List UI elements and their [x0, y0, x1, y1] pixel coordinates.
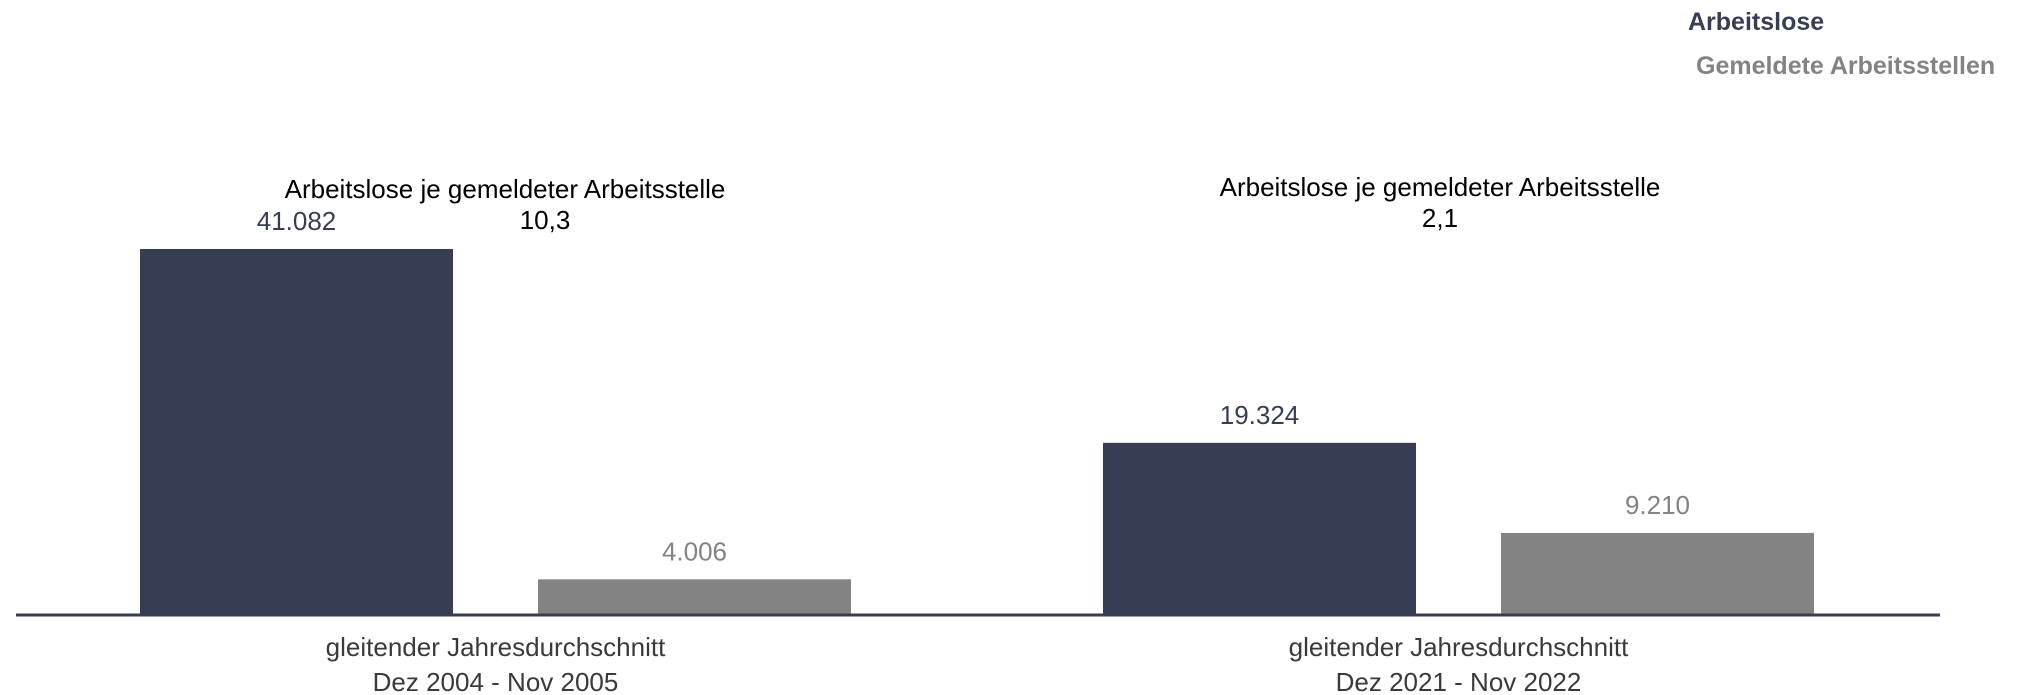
ratio-value-1: 10,3: [520, 205, 571, 235]
x-tick-label-1-line-1: gleitender Jahresdurchschnitt: [326, 632, 666, 662]
x-tick-label-2-line-1: gleitender Jahresdurchschnitt: [1289, 632, 1629, 662]
x-tick-label-2-line-2: Dez 2021 - Nov 2022: [1336, 667, 1582, 695]
legend: Arbeitslose Gemeldete Arbeitsstellen: [1688, 8, 1995, 80]
bar-gemeldete-arbeitsstellen-1: [538, 579, 851, 615]
value-label-arbeitslose-2: 19.324: [1220, 400, 1300, 430]
bar-arbeitslose-2: [1103, 442, 1416, 615]
value-labels: 41.082 4.006 19.324 9.210: [257, 206, 1690, 566]
x-tick-label-1-line-2: Dez 2004 - Nov 2005: [373, 667, 619, 695]
legend-item-arbeitslose: Arbeitslose: [1688, 8, 1824, 36]
value-label-gemeldete-arbeitsstellen-2: 9.210: [1625, 490, 1690, 520]
ratio-annotations: Arbeitslose je gemeldeter Arbeitsstelle1…: [285, 172, 1661, 235]
ratio-title-2: Arbeitslose je gemeldeter Arbeitsstelle: [1220, 172, 1661, 202]
legend-item-gemeldete-arbeitsstellen: Gemeldete Arbeitsstellen: [1696, 52, 1995, 80]
bar-gemeldete-arbeitsstellen-2: [1501, 532, 1814, 615]
x-axis-labels: gleitender Jahresdurchschnitt Dez 2004 - …: [326, 632, 1629, 695]
bars: [140, 249, 1814, 615]
value-label-gemeldete-arbeitsstellen-1: 4.006: [662, 536, 727, 566]
ratio-value-2: 2,1: [1422, 203, 1458, 233]
ratio-title-1: Arbeitslose je gemeldeter Arbeitsstelle: [285, 174, 726, 204]
bar-arbeitslose-1: [140, 249, 453, 615]
value-label-arbeitslose-1: 41.082: [257, 206, 337, 236]
